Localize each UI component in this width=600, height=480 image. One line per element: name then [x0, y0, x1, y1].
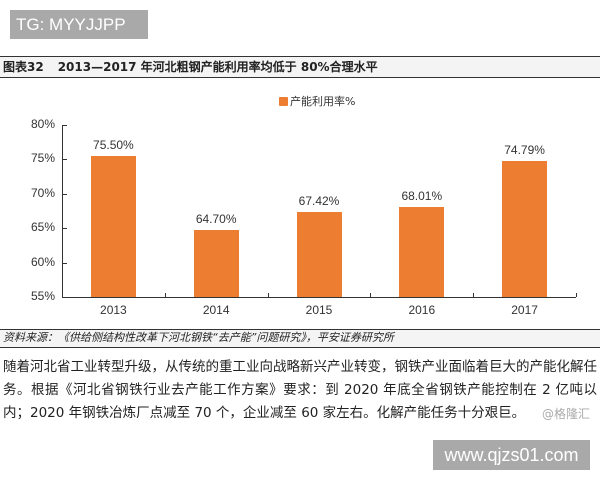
y-tick-label: 75%: [30, 151, 55, 166]
y-tick-label: 65%: [30, 220, 55, 235]
x-tick-label: 2016: [408, 303, 436, 317]
bar-2016: [399, 207, 445, 297]
x-axis: [62, 297, 576, 298]
bar-value-label: 74.79%: [504, 142, 545, 157]
y-tick: [62, 125, 67, 126]
x-tick-label: 2014: [202, 303, 230, 317]
top-watermark-badge: TG: MYYJJPP: [10, 10, 148, 39]
y-tick-label: 70%: [30, 185, 55, 200]
x-tick-label: 2017: [511, 303, 538, 317]
y-tick: [62, 193, 67, 195]
figure-title: 2013—2017 年河北粗钢产能利用率均低于 80%合理水平: [57, 60, 378, 74]
legend-swatch-icon: [279, 96, 288, 106]
bar-value-label: 67.42%: [298, 193, 340, 208]
bar-chart: 80% 75% 70% 65% 60% 55% 75.50% 2013 64.70% 2014 67…: [30, 117, 577, 317]
y-tick-label: 80%: [30, 117, 55, 131]
x-tick: [370, 293, 372, 297]
x-tick: [267, 293, 269, 297]
y-tick: [62, 159, 67, 161]
bar-2017: [502, 160, 548, 297]
x-tick-label: 2015: [305, 303, 333, 317]
source-note: 资料来源：《供给侧结构性改革下河北钢铁“去产能”问题研究》，平安证券研究所: [0, 329, 600, 348]
credit-watermark: @格隆汇: [541, 407, 590, 421]
chart-legend: 产能利用率%: [279, 93, 355, 109]
y-axis: [62, 125, 63, 297]
bottom-watermark-badge: www.qjzs01.com: [433, 440, 590, 470]
y-tick: [62, 297, 67, 298]
figure-title-bar: 图表32 2013—2017 年河北粗钢产能利用率均低于 80%合理水平: [0, 56, 600, 78]
y-tick-label: 60%: [30, 254, 55, 269]
y-tick-label: 55%: [30, 289, 55, 303]
bar-value-label: 75.50%: [93, 137, 134, 152]
y-tick: [62, 228, 67, 230]
bar-2014: [193, 230, 239, 297]
x-tick: [576, 293, 577, 297]
y-tick: [62, 262, 67, 264]
bar-2015: [296, 211, 342, 297]
x-tick: [164, 293, 166, 297]
figure-number: 图表32: [3, 60, 44, 74]
x-tick-label: 2013: [100, 303, 127, 317]
body-paragraph: 随着河北省工业转型升级，从传统的重工业向战略新兴产业转变，钢铁产业面临着巨大的产…: [3, 359, 597, 421]
legend-label: 产能利用率%: [290, 95, 356, 108]
bar-2013: [90, 155, 136, 297]
bar-value-label: 68.01%: [401, 189, 443, 204]
x-tick: [473, 293, 475, 297]
bar-value-label: 64.70%: [195, 212, 237, 227]
